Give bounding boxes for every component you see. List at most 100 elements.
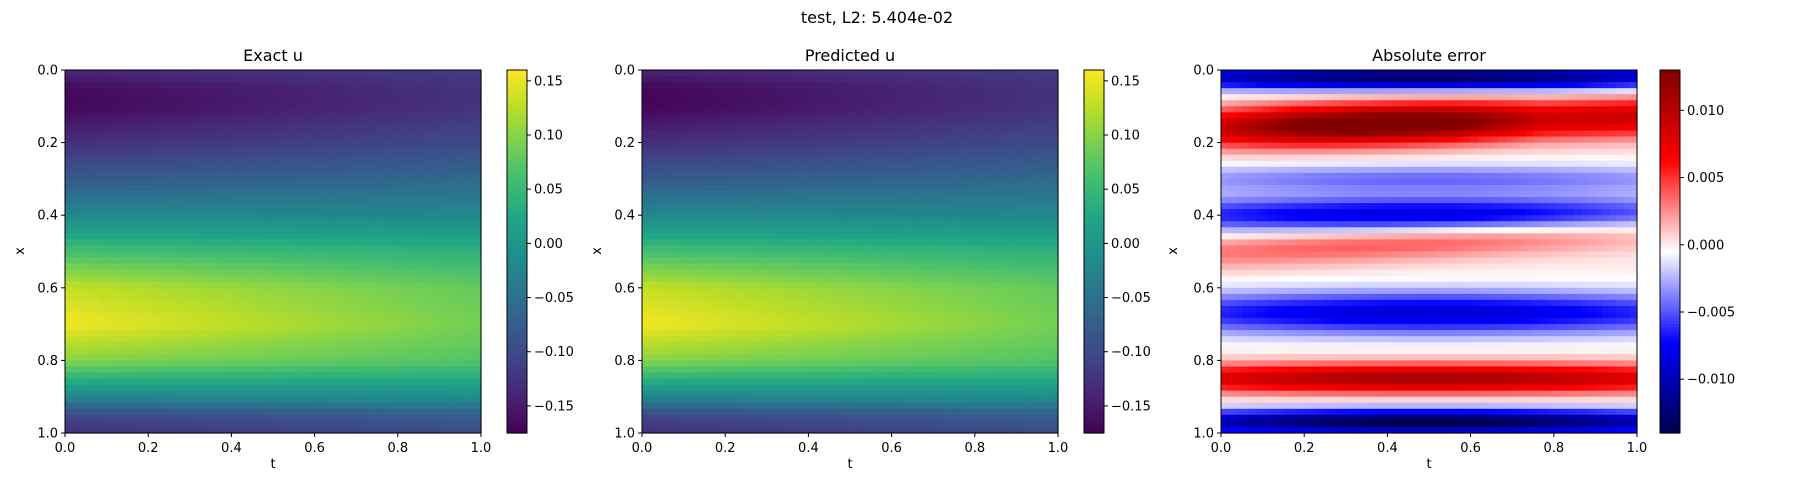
heatmap-cell — [363, 160, 371, 168]
heatmap-cell — [92, 70, 101, 77]
heatmap-cell — [106, 414, 115, 422]
heatmap-cell — [891, 160, 900, 168]
heatmap-cell — [175, 348, 184, 355]
heatmap-cell — [314, 94, 323, 101]
heatmap-cell — [1023, 70, 1031, 77]
heatmap-cell — [390, 366, 399, 374]
heatmap-cell — [856, 76, 865, 83]
colorbar-frame — [506, 69, 528, 434]
heatmap-cell — [370, 257, 378, 265]
heatmap-cell — [404, 275, 413, 283]
heatmap-cell — [266, 191, 274, 198]
heatmap-cell — [314, 348, 323, 355]
heatmap-cell — [432, 318, 440, 325]
heatmap-cell — [71, 76, 80, 83]
heatmap-cell — [739, 70, 747, 77]
heatmap-cell — [669, 118, 678, 126]
heatmap-cell — [1044, 118, 1052, 126]
heatmap-cell — [162, 330, 170, 337]
heatmap-cell — [321, 136, 330, 144]
heatmap-cell — [397, 112, 406, 119]
heatmap-cell — [884, 166, 893, 174]
heatmap-cell — [808, 184, 816, 192]
heatmap-cell — [474, 233, 482, 240]
heatmap-cell — [259, 420, 267, 428]
heatmap-cell — [203, 384, 212, 392]
colorbar-segment — [507, 76, 527, 80]
heatmap-cell — [418, 160, 427, 168]
heatmap-cell — [78, 184, 87, 192]
heatmap-cell — [120, 209, 128, 216]
heatmap-cell — [836, 112, 844, 119]
heatmap-cell — [300, 287, 309, 295]
heatmap-cell — [155, 281, 163, 289]
colorbar-segment — [507, 109, 527, 113]
heatmap-cell — [196, 203, 205, 210]
heatmap-cell — [349, 293, 357, 301]
colorbar-segment — [507, 381, 527, 386]
heatmap-cell — [279, 76, 288, 83]
heatmap-cell — [162, 348, 170, 355]
heatmap-cell — [141, 191, 149, 198]
heatmap-cell — [169, 312, 177, 319]
heatmap-cell — [404, 263, 413, 271]
heatmap-cell — [947, 94, 955, 101]
heatmap-cell — [259, 112, 267, 119]
heatmap-cell — [432, 124, 440, 132]
heatmap-cell — [92, 414, 101, 422]
heatmap-cell — [418, 76, 427, 83]
heatmap-cell — [725, 82, 733, 89]
heatmap-cell — [891, 118, 900, 126]
heatmap-cell — [78, 251, 87, 259]
heatmap-cell — [411, 390, 420, 398]
heatmap-cell — [732, 166, 740, 174]
heatmap-cell — [217, 426, 226, 434]
heatmap-cell — [106, 354, 115, 361]
heatmap-cell — [397, 203, 406, 210]
heatmap-cell — [127, 203, 135, 210]
heatmap-cell — [446, 305, 454, 313]
heatmap-cell — [78, 420, 87, 428]
heatmap-cell — [474, 414, 482, 422]
heatmap-cell — [134, 330, 142, 337]
heatmap-cell — [808, 94, 816, 101]
heatmap-cell — [655, 178, 664, 186]
heatmap-cell — [390, 233, 399, 240]
heatmap-cell — [370, 148, 378, 156]
heatmap-cell — [404, 269, 413, 277]
heatmap-cell — [162, 360, 170, 368]
heatmap-cell — [120, 378, 128, 386]
heatmap-cell — [286, 112, 295, 119]
heatmap-cell — [397, 378, 406, 386]
heatmap-cell — [411, 299, 420, 307]
heatmap-cell — [453, 354, 461, 361]
heatmap-cell — [808, 70, 816, 77]
heatmap-cell — [189, 154, 198, 162]
heatmap-cell — [189, 342, 198, 349]
heatmap-cell — [245, 396, 253, 404]
heatmap-cell — [370, 184, 378, 192]
heatmap-cell — [377, 82, 385, 89]
heatmap-cell — [238, 263, 246, 271]
heatmap-cell — [474, 106, 482, 113]
heatmap-cell — [189, 269, 198, 277]
heatmap-cell — [926, 184, 934, 192]
heatmap-cell — [175, 227, 184, 234]
heatmap-cell — [377, 408, 385, 416]
heatmap-cell — [926, 124, 934, 132]
heatmap-cell — [273, 281, 281, 289]
heatmap-cell — [446, 94, 454, 101]
heatmap-cell — [65, 130, 73, 138]
heatmap-cell — [850, 118, 858, 126]
heatmap-cell — [474, 197, 482, 204]
heatmap-cell — [314, 414, 323, 422]
heatmap-cell — [307, 324, 316, 331]
heatmap-cell — [439, 142, 447, 150]
heatmap-cell — [148, 245, 156, 253]
heatmap-cell — [217, 245, 226, 253]
heatmap-cell — [390, 239, 399, 247]
heatmap-cell — [314, 172, 323, 180]
heatmap-cell — [252, 160, 260, 168]
heatmap-cell — [995, 178, 1004, 186]
heatmap-cell — [349, 366, 357, 374]
